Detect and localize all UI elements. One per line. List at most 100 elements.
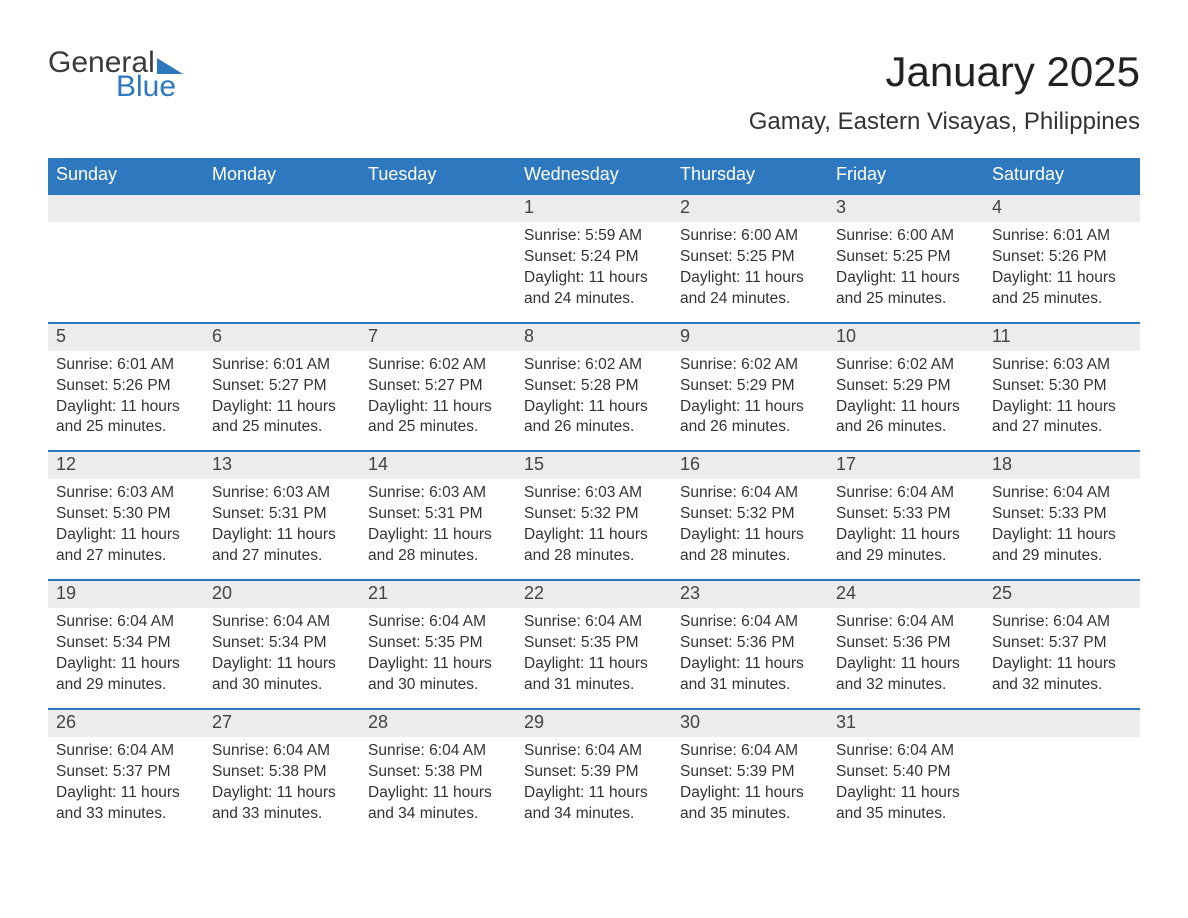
calendar-cell: 22Sunrise: 6:04 AMSunset: 5:35 PMDayligh… [516,580,672,709]
day-number [204,195,360,222]
day-number: 22 [516,581,672,608]
day-body: Sunrise: 6:04 AMSunset: 5:40 PMDaylight:… [828,737,984,837]
day-number: 12 [48,452,204,479]
calendar-cell [204,194,360,323]
day-number: 13 [204,452,360,479]
calendar-cell: 1Sunrise: 5:59 AMSunset: 5:24 PMDaylight… [516,194,672,323]
calendar-cell: 17Sunrise: 6:04 AMSunset: 5:33 PMDayligh… [828,451,984,580]
day-number: 6 [204,324,360,351]
calendar-week: 5Sunrise: 6:01 AMSunset: 5:26 PMDaylight… [48,323,1140,452]
day-number: 5 [48,324,204,351]
day-body: Sunrise: 6:04 AMSunset: 5:39 PMDaylight:… [672,737,828,837]
day-number: 16 [672,452,828,479]
calendar-cell: 23Sunrise: 6:04 AMSunset: 5:36 PMDayligh… [672,580,828,709]
day-header: Sunday [48,158,204,194]
calendar-cell: 14Sunrise: 6:03 AMSunset: 5:31 PMDayligh… [360,451,516,580]
logo-triangle-icon [157,58,183,74]
day-number: 29 [516,710,672,737]
day-body: Sunrise: 6:04 AMSunset: 5:38 PMDaylight:… [204,737,360,837]
calendar-cell: 5Sunrise: 6:01 AMSunset: 5:26 PMDaylight… [48,323,204,452]
day-number: 27 [204,710,360,737]
calendar-cell: 25Sunrise: 6:04 AMSunset: 5:37 PMDayligh… [984,580,1140,709]
calendar-cell: 31Sunrise: 6:04 AMSunset: 5:40 PMDayligh… [828,709,984,837]
page-header: General Blue January 2025 Gamay, Eastern… [48,48,1140,150]
day-body: Sunrise: 6:03 AMSunset: 5:32 PMDaylight:… [516,479,672,579]
calendar-cell: 7Sunrise: 6:02 AMSunset: 5:27 PMDaylight… [360,323,516,452]
day-number: 3 [828,195,984,222]
calendar-week: 1Sunrise: 5:59 AMSunset: 5:24 PMDaylight… [48,194,1140,323]
day-body: Sunrise: 6:03 AMSunset: 5:30 PMDaylight:… [48,479,204,579]
day-number: 1 [516,195,672,222]
day-body: Sunrise: 6:04 AMSunset: 5:32 PMDaylight:… [672,479,828,579]
day-body: Sunrise: 6:03 AMSunset: 5:31 PMDaylight:… [360,479,516,579]
day-body: Sunrise: 6:02 AMSunset: 5:27 PMDaylight:… [360,351,516,451]
day-header: Saturday [984,158,1140,194]
day-number: 25 [984,581,1140,608]
calendar-cell: 26Sunrise: 6:04 AMSunset: 5:37 PMDayligh… [48,709,204,837]
day-number: 17 [828,452,984,479]
calendar-cell: 12Sunrise: 6:03 AMSunset: 5:30 PMDayligh… [48,451,204,580]
day-body: Sunrise: 6:02 AMSunset: 5:28 PMDaylight:… [516,351,672,451]
day-number [48,195,204,222]
logo: General Blue [48,48,183,102]
day-body: Sunrise: 6:02 AMSunset: 5:29 PMDaylight:… [672,351,828,451]
calendar-week: 19Sunrise: 6:04 AMSunset: 5:34 PMDayligh… [48,580,1140,709]
calendar-cell: 30Sunrise: 6:04 AMSunset: 5:39 PMDayligh… [672,709,828,837]
calendar-cell: 11Sunrise: 6:03 AMSunset: 5:30 PMDayligh… [984,323,1140,452]
day-body: Sunrise: 6:04 AMSunset: 5:34 PMDaylight:… [204,608,360,708]
day-body: Sunrise: 6:04 AMSunset: 5:34 PMDaylight:… [48,608,204,708]
day-number: 20 [204,581,360,608]
day-body: Sunrise: 6:01 AMSunset: 5:26 PMDaylight:… [984,222,1140,322]
calendar-body: 1Sunrise: 5:59 AMSunset: 5:24 PMDaylight… [48,194,1140,837]
day-number: 4 [984,195,1140,222]
day-body: Sunrise: 6:01 AMSunset: 5:27 PMDaylight:… [204,351,360,451]
day-body: Sunrise: 6:00 AMSunset: 5:25 PMDaylight:… [672,222,828,322]
day-body: Sunrise: 6:03 AMSunset: 5:31 PMDaylight:… [204,479,360,579]
day-header-row: SundayMondayTuesdayWednesdayThursdayFrid… [48,158,1140,194]
calendar-cell: 4Sunrise: 6:01 AMSunset: 5:26 PMDaylight… [984,194,1140,323]
calendar-cell: 18Sunrise: 6:04 AMSunset: 5:33 PMDayligh… [984,451,1140,580]
day-number: 23 [672,581,828,608]
calendar-cell: 3Sunrise: 6:00 AMSunset: 5:25 PMDaylight… [828,194,984,323]
calendar-week: 26Sunrise: 6:04 AMSunset: 5:37 PMDayligh… [48,709,1140,837]
calendar-cell: 15Sunrise: 6:03 AMSunset: 5:32 PMDayligh… [516,451,672,580]
month-title: January 2025 [749,48,1140,96]
day-body: Sunrise: 6:03 AMSunset: 5:30 PMDaylight:… [984,351,1140,451]
calendar-cell: 8Sunrise: 6:02 AMSunset: 5:28 PMDaylight… [516,323,672,452]
day-number: 30 [672,710,828,737]
calendar-cell: 24Sunrise: 6:04 AMSunset: 5:36 PMDayligh… [828,580,984,709]
location-text: Gamay, Eastern Visayas, Philippines [749,108,1140,136]
day-body: Sunrise: 6:04 AMSunset: 5:33 PMDaylight:… [828,479,984,579]
day-header: Monday [204,158,360,194]
day-number: 24 [828,581,984,608]
day-body [984,737,1140,817]
day-body: Sunrise: 6:04 AMSunset: 5:35 PMDaylight:… [360,608,516,708]
day-body: Sunrise: 6:02 AMSunset: 5:29 PMDaylight:… [828,351,984,451]
day-body: Sunrise: 6:04 AMSunset: 5:37 PMDaylight:… [48,737,204,837]
day-body [48,222,204,302]
day-body: Sunrise: 6:04 AMSunset: 5:39 PMDaylight:… [516,737,672,837]
day-body [360,222,516,302]
calendar-cell: 19Sunrise: 6:04 AMSunset: 5:34 PMDayligh… [48,580,204,709]
calendar-cell [360,194,516,323]
day-header: Tuesday [360,158,516,194]
day-number: 15 [516,452,672,479]
calendar-table: SundayMondayTuesdayWednesdayThursdayFrid… [48,158,1140,837]
day-number: 18 [984,452,1140,479]
calendar-cell: 28Sunrise: 6:04 AMSunset: 5:38 PMDayligh… [360,709,516,837]
calendar-cell: 16Sunrise: 6:04 AMSunset: 5:32 PMDayligh… [672,451,828,580]
day-number: 19 [48,581,204,608]
calendar-week: 12Sunrise: 6:03 AMSunset: 5:30 PMDayligh… [48,451,1140,580]
day-number: 26 [48,710,204,737]
calendar-cell: 21Sunrise: 6:04 AMSunset: 5:35 PMDayligh… [360,580,516,709]
calendar-cell [48,194,204,323]
calendar-cell: 20Sunrise: 6:04 AMSunset: 5:34 PMDayligh… [204,580,360,709]
title-block: January 2025 Gamay, Eastern Visayas, Phi… [749,48,1140,150]
day-number: 8 [516,324,672,351]
day-number: 9 [672,324,828,351]
day-header: Friday [828,158,984,194]
day-header: Thursday [672,158,828,194]
calendar-cell: 13Sunrise: 6:03 AMSunset: 5:31 PMDayligh… [204,451,360,580]
calendar-cell: 29Sunrise: 6:04 AMSunset: 5:39 PMDayligh… [516,709,672,837]
day-body: Sunrise: 6:04 AMSunset: 5:36 PMDaylight:… [672,608,828,708]
